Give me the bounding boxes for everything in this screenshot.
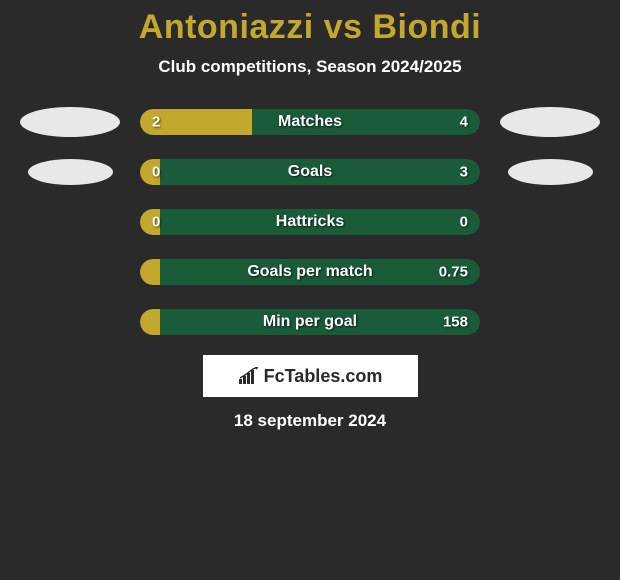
ellipse-icon (20, 107, 120, 137)
right-value: 4 (460, 114, 468, 131)
stat-row: 2 4 Matches (0, 107, 620, 137)
ellipse-icon (500, 107, 600, 137)
right-player-placeholder (500, 307, 600, 337)
left-player-placeholder (20, 207, 120, 237)
date-label: 18 september 2024 (234, 411, 386, 431)
stat-rows: 2 4 Matches 0 3 Goals 0 0 Hattricks 0.75 Goals per… (0, 107, 620, 337)
stat-label: Goals per match (247, 263, 372, 281)
left-player-placeholder (20, 157, 120, 187)
stat-row: 0.75 Goals per match (0, 257, 620, 287)
stat-label: Hattricks (276, 213, 344, 231)
right-player-placeholder (500, 107, 600, 137)
page-title: Antoniazzi vs Biondi (139, 8, 481, 47)
right-player-placeholder (500, 257, 600, 287)
left-player-placeholder (20, 257, 120, 287)
right-player-placeholder (500, 157, 600, 187)
right-player-placeholder (500, 207, 600, 237)
stat-label: Goals (288, 163, 332, 181)
stat-row: 158 Min per goal (0, 307, 620, 337)
bar-left-fill (140, 309, 160, 335)
stat-label: Matches (278, 113, 342, 131)
ellipse-icon (28, 159, 113, 185)
left-player-placeholder (20, 307, 120, 337)
comparison-widget: Antoniazzi vs Biondi Club competitions, … (0, 0, 620, 431)
left-value: 0 (152, 214, 160, 231)
left-value: 2 (152, 114, 160, 131)
right-value: 0.75 (439, 264, 468, 281)
stat-bar: 0 0 Hattricks (140, 209, 480, 235)
ellipse-icon (508, 159, 593, 185)
right-value: 3 (460, 164, 468, 181)
left-value: 0 (152, 164, 160, 181)
stat-label: Min per goal (263, 313, 357, 331)
right-value: 158 (443, 314, 468, 331)
logo-text: FcTables.com (264, 366, 383, 387)
page-subtitle: Club competitions, Season 2024/2025 (158, 57, 461, 77)
stat-row: 0 0 Hattricks (0, 207, 620, 237)
stat-row: 0 3 Goals (0, 157, 620, 187)
left-player-placeholder (20, 107, 120, 137)
stat-bar: 158 Min per goal (140, 309, 480, 335)
right-value: 0 (460, 214, 468, 231)
logo-badge: FcTables.com (203, 355, 418, 397)
stat-bar: 2 4 Matches (140, 109, 480, 135)
stat-bar: 0 3 Goals (140, 159, 480, 185)
bar-chart-icon (238, 367, 262, 385)
stat-bar: 0.75 Goals per match (140, 259, 480, 285)
bar-left-fill (140, 259, 160, 285)
